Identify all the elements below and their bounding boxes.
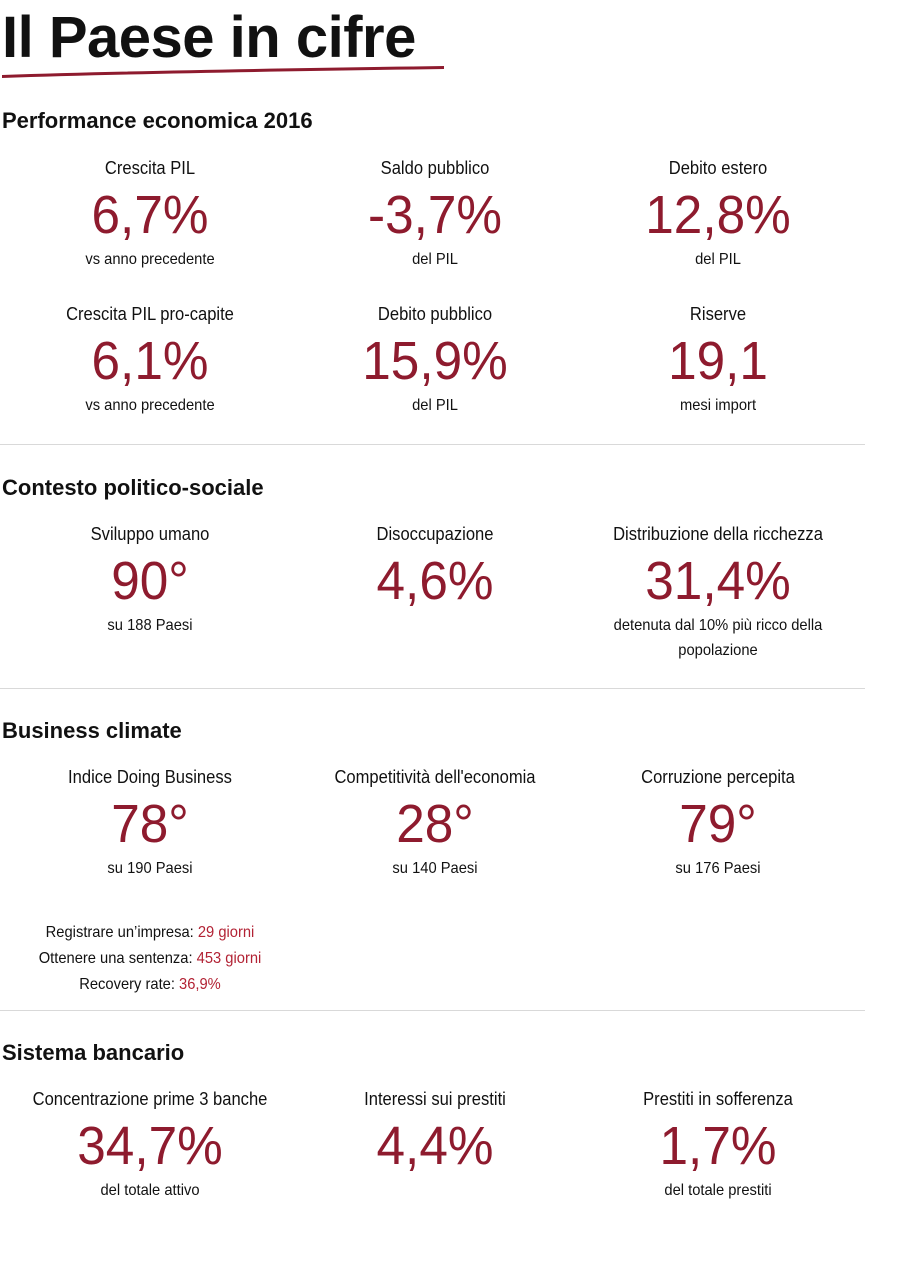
metric-sub: su 190 Paesi (107, 860, 193, 877)
detail-row: Registrare un’impresa: 29 giorni (12, 920, 288, 946)
page-title: Il Paese in cifre (2, 5, 416, 70)
metric-value: 4,4% (376, 1116, 494, 1176)
metric-sub: del PIL (412, 397, 458, 414)
metric-public-balance: Saldo pubblico -3,7% del PIL (295, 157, 575, 272)
metric-value: 1,7% (659, 1116, 777, 1176)
metric-sub: mesi import (679, 397, 757, 414)
metric-gdp-per-capita-growth: Crescita PIL pro-capite 6,1% vs anno pre… (10, 303, 290, 418)
metric-label: Indice Doing Business (68, 767, 232, 787)
metric-value: 6,7% (91, 185, 209, 245)
section-divider (0, 1010, 865, 1011)
metric-label: Competitività dell'economia (334, 767, 536, 787)
metric-sub: popolazione (678, 642, 758, 659)
section-title-economic: Performance economica 2016 (2, 108, 313, 133)
metric-label: Debito pubblico (377, 304, 493, 324)
metric-perceived-corruption: Corruzione percepita 79° su 176 Paesi (578, 766, 858, 881)
detail-row: Recovery rate: 36,9% (12, 972, 288, 998)
metric-label: Prestiti in sofferenza (643, 1089, 793, 1109)
metric-value: 4,6% (376, 551, 494, 611)
metric-value: 34,7% (77, 1116, 223, 1176)
section-divider (0, 444, 865, 445)
detail-value: 453 giorni (196, 950, 262, 967)
metric-public-debt: Debito pubblico 15,9% del PIL (295, 303, 575, 418)
metric-sub: su 188 Paesi (107, 617, 193, 634)
metric-wealth-distribution: Distribuzione della ricchezza 31,4% dete… (578, 523, 858, 663)
section-title-business: Business climate (2, 718, 182, 743)
detail-label: Recovery rate: (79, 976, 175, 993)
metric-value: 15,9% (362, 331, 508, 391)
metric-external-debt: Debito estero 12,8% del PIL (578, 157, 858, 272)
metric-sub: detenuta dal 10% più ricco della (613, 617, 823, 634)
metric-value: 79° (679, 794, 757, 854)
metric-reserves: Riserve 19,1 mesi import (578, 303, 858, 418)
metric-label: Sviluppo umano (90, 524, 210, 544)
metric-non-performing-loans: Prestiti in sofferenza 1,7% del totale p… (578, 1088, 858, 1203)
metric-sub: del totale prestiti (664, 1182, 772, 1199)
detail-value: 36,9% (179, 976, 221, 993)
metric-value: 6,1% (91, 331, 209, 391)
metric-label: Debito estero (668, 158, 768, 178)
metric-label: Interessi sui prestiti (364, 1089, 506, 1109)
metric-value: 19,1 (668, 331, 768, 391)
section-divider (0, 688, 865, 689)
metric-gdp-growth: Crescita PIL 6,7% vs anno precedente (10, 157, 290, 272)
metric-sub: del PIL (695, 251, 741, 268)
metric-value: 12,8% (645, 185, 791, 245)
metric-loan-interest: Interessi sui prestiti 4,4% (295, 1088, 575, 1176)
metric-value: 31,4% (645, 551, 791, 611)
metric-value: 78° (111, 794, 189, 854)
detail-label: Registrare un’impresa: (45, 924, 194, 941)
metric-sub: su 140 Paesi (392, 860, 478, 877)
detail-row: Ottenere una sentenza: 453 giorni (12, 946, 288, 972)
detail-label: Ottenere una sentenza: (38, 950, 193, 967)
metric-sub: vs anno precedente (85, 397, 215, 414)
metric-sub: vs anno precedente (85, 251, 215, 268)
metric-sub: su 176 Paesi (675, 860, 761, 877)
metric-value: 28° (396, 794, 474, 854)
metric-competitiveness: Competitività dell'economia 28° su 140 P… (295, 766, 575, 881)
metric-label: Distribuzione della ricchezza (613, 524, 823, 544)
detail-value: 29 giorni (197, 924, 255, 941)
metric-label: Crescita PIL pro-capite (66, 304, 234, 324)
metric-sub: del PIL (412, 251, 458, 268)
metric-value: 90° (111, 551, 189, 611)
metric-bank-concentration: Concentrazione prime 3 banche 34,7% del … (10, 1088, 290, 1203)
metric-label: Riserve (689, 304, 747, 324)
section-title-banking: Sistema bancario (2, 1040, 185, 1065)
metric-sub: del totale attivo (100, 1182, 200, 1199)
metric-label: Crescita PIL (104, 158, 196, 178)
metric-label: Disoccupazione (376, 524, 494, 544)
section-title-political: Contesto politico-sociale (2, 475, 264, 500)
metric-doing-business: Indice Doing Business 78° su 190 Paesi (10, 766, 290, 881)
metric-unemployment: Disoccupazione 4,6% (295, 523, 575, 611)
business-details: Registrare un’impresa: 29 giorni Ottener… (0, 920, 300, 998)
metric-value: -3,7% (367, 185, 503, 245)
metric-human-development: Sviluppo umano 90° su 188 Paesi (10, 523, 290, 638)
metric-label: Saldo pubblico (380, 158, 490, 178)
metric-label: Corruzione percepita (641, 767, 795, 787)
title-underline (2, 66, 444, 78)
metric-label: Concentrazione prime 3 banche (32, 1089, 268, 1109)
